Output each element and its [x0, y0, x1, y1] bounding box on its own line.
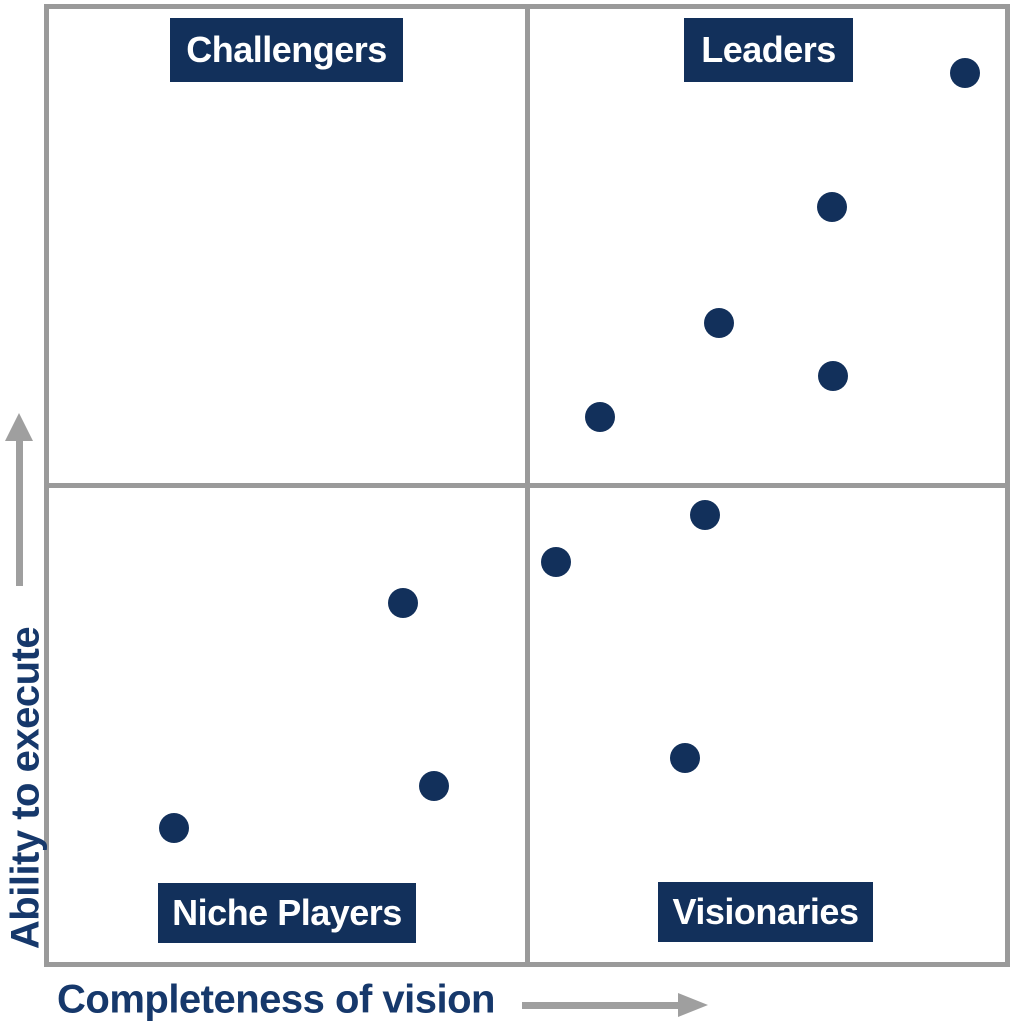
x-axis-arrow-shaft: [522, 1002, 680, 1009]
vendor-dot-layer: [49, 9, 1005, 962]
vendor-dot: [816, 192, 847, 223]
vendor-dot: [584, 401, 615, 432]
quadrant-plot-area: Challengers Leaders Niche Players Vision…: [44, 4, 1010, 967]
vendor-dot: [817, 360, 848, 391]
vendor-dot: [387, 587, 418, 618]
quadrant-label-leaders: Leaders: [684, 18, 853, 82]
y-axis-arrow-icon: [5, 413, 33, 441]
quadrant-label-challengers-text: Challengers: [186, 29, 387, 70]
horizontal-quadrant-divider: [49, 483, 1005, 488]
quadrant-label-visionaries: Visionaries: [658, 882, 873, 942]
vendor-dot: [704, 308, 735, 339]
quadrant-label-niche-players: Niche Players: [158, 883, 416, 943]
quadrant-label-visionaries-text: Visionaries: [672, 891, 859, 932]
quadrant-label-leaders-text: Leaders: [701, 29, 836, 70]
y-axis-arrow-shaft: [16, 441, 23, 586]
vendor-dot: [689, 500, 720, 531]
vendor-dot: [159, 812, 190, 843]
vendor-dot: [669, 743, 700, 774]
vendor-dot: [949, 57, 980, 88]
vendor-dot: [419, 770, 450, 801]
y-axis-label: Ability to execute: [3, 626, 48, 950]
x-axis-label: Completeness of vision: [57, 977, 495, 1022]
quadrant-label-niche-players-text: Niche Players: [172, 892, 402, 933]
x-axis-arrow-icon: [678, 993, 708, 1017]
quadrant-label-challengers: Challengers: [170, 18, 403, 82]
vendor-dot: [540, 546, 571, 577]
